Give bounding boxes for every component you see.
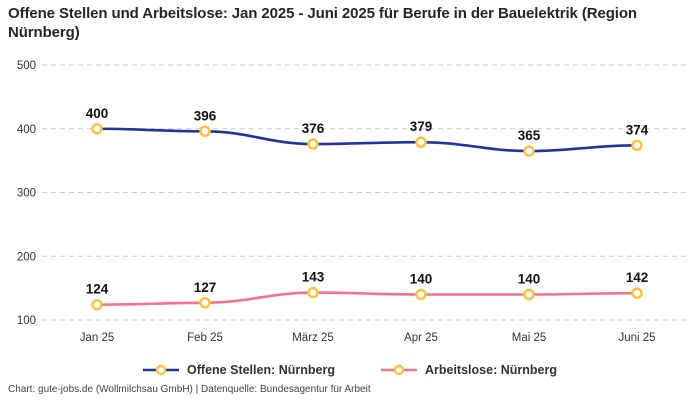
- data-point-marker: [199, 125, 211, 138]
- data-point-label: 365: [518, 128, 541, 143]
- data-point-marker: [631, 139, 643, 152]
- legend-label-offene-stellen: Offene Stellen: Nürnberg: [187, 363, 335, 377]
- data-point-label: 374: [626, 122, 649, 137]
- y-axis-tick-label: 300: [17, 188, 36, 200]
- data-point-marker: [415, 136, 427, 148]
- data-point-marker: [631, 287, 643, 299]
- x-axis-tick-label: März 25: [292, 332, 334, 344]
- legend-label-arbeitslose: Arbeitslose: Nürnberg: [424, 363, 557, 377]
- series-line-1: [95, 291, 639, 306]
- y-axis-tick-label: 200: [17, 251, 36, 263]
- data-point-label: 379: [410, 119, 433, 134]
- data-point-label: 140: [410, 272, 433, 287]
- series-line-0: [95, 127, 639, 153]
- legend-item-offene-stellen[interactable]: Offene Stellen: Nürnberg: [143, 363, 335, 377]
- data-point-label: 400: [86, 106, 109, 121]
- data-point-marker: [307, 138, 319, 150]
- chart-source-attribution: Chart: gute-jobs.de (Wollmilchsau GmbH) …: [8, 384, 371, 395]
- data-point-label: 142: [626, 270, 649, 285]
- data-point-label: 143: [302, 270, 325, 285]
- y-axis-tick-label: 500: [17, 60, 36, 72]
- data-point-label: 140: [518, 272, 541, 287]
- data-point-label: 396: [194, 108, 217, 123]
- legend-line-marker-icon: [380, 364, 417, 376]
- x-axis-tick-label: Jan 25: [80, 332, 115, 344]
- chart-title: Offene Stellen und Arbeitslose: Jan 2025…: [8, 5, 637, 41]
- data-point-marker: [307, 286, 319, 299]
- data-point-marker: [415, 288, 427, 301]
- chart-legend: Offene Stellen: Nürnberg Arbeitslose: Nü…: [0, 361, 700, 379]
- data-point-marker: [523, 145, 535, 157]
- data-point-marker: [91, 123, 103, 135]
- data-point-label: 127: [194, 280, 217, 295]
- x-axis-tick-label: Apr 25: [404, 332, 438, 344]
- data-point-marker: [91, 298, 103, 311]
- x-axis-tick-label: Mai 25: [512, 332, 547, 344]
- data-point-label: 376: [302, 121, 325, 136]
- data-point-label: 124: [86, 282, 109, 297]
- y-axis-tick-label: 400: [17, 124, 36, 136]
- x-axis-tick-label: Feb 25: [187, 332, 223, 344]
- legend-line-marker-icon: [143, 364, 180, 376]
- data-point-marker: [523, 288, 535, 301]
- legend-item-arbeitslose[interactable]: Arbeitslose: Nürnberg: [380, 363, 557, 377]
- data-point-marker: [199, 297, 211, 309]
- y-axis-tick-label: 100: [17, 315, 36, 327]
- x-axis-tick-label: Juni 25: [618, 332, 655, 344]
